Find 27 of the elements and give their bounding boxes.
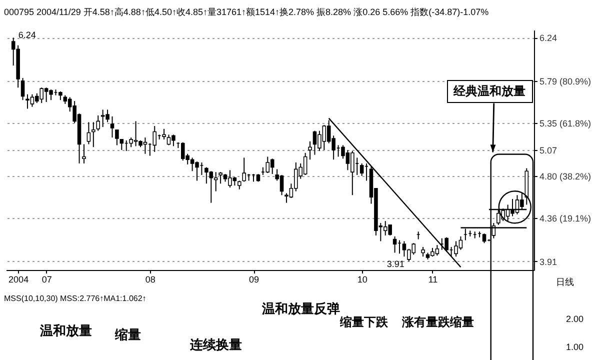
x-tick-label: 2004 [8,274,29,284]
annotation: 经典温和放量 [446,80,533,104]
text: 日线 [556,276,574,289]
x-tick-label: 09 [249,274,260,284]
x-tick-label: 08 [145,274,156,284]
text: 2.00 [566,314,584,324]
text: 1.00 [566,342,584,352]
text: 连续换量 [190,336,242,354]
y-tick-label: 6.24 [540,33,558,44]
y-tick-label: 5.07 [540,146,558,156]
y-tick-label: 5.79 (80.9%) [540,76,592,86]
y-tick-label: 5.35 (61.8%) [540,118,592,129]
text: 涨有量跌缩量 [402,314,474,331]
x-tick-label: 07 [42,274,52,284]
chart-subtitle: 000795 2004/11/29 开4.58↑高4.88↑低4.50↑收4.85↑量31761↑额1514↑换2.78% 振8.28% 涨0.26 5.66% 指数(-34.87)-1.07% [4,6,489,19]
y-tick-label: 4.80 (38.2%) [540,171,592,182]
y-tick-label: 4.36 (19.1%) [540,214,592,224]
x-tick-label: 11 [428,274,438,284]
annotation: 3.91 [386,259,404,270]
text: 温和放量反弹 [262,300,340,316]
text: MSS(10,10,30) MSS:2.776↑MA1:1.062↑ [4,294,146,303]
x-tick-label: 10 [357,274,368,284]
annotation: 6.24 [18,30,36,40]
y-tick-label: 3.91 [540,256,558,267]
text: 缩量下跌 [340,315,388,331]
text: 温和放量 [40,322,92,340]
text: 缩量 [115,326,141,344]
